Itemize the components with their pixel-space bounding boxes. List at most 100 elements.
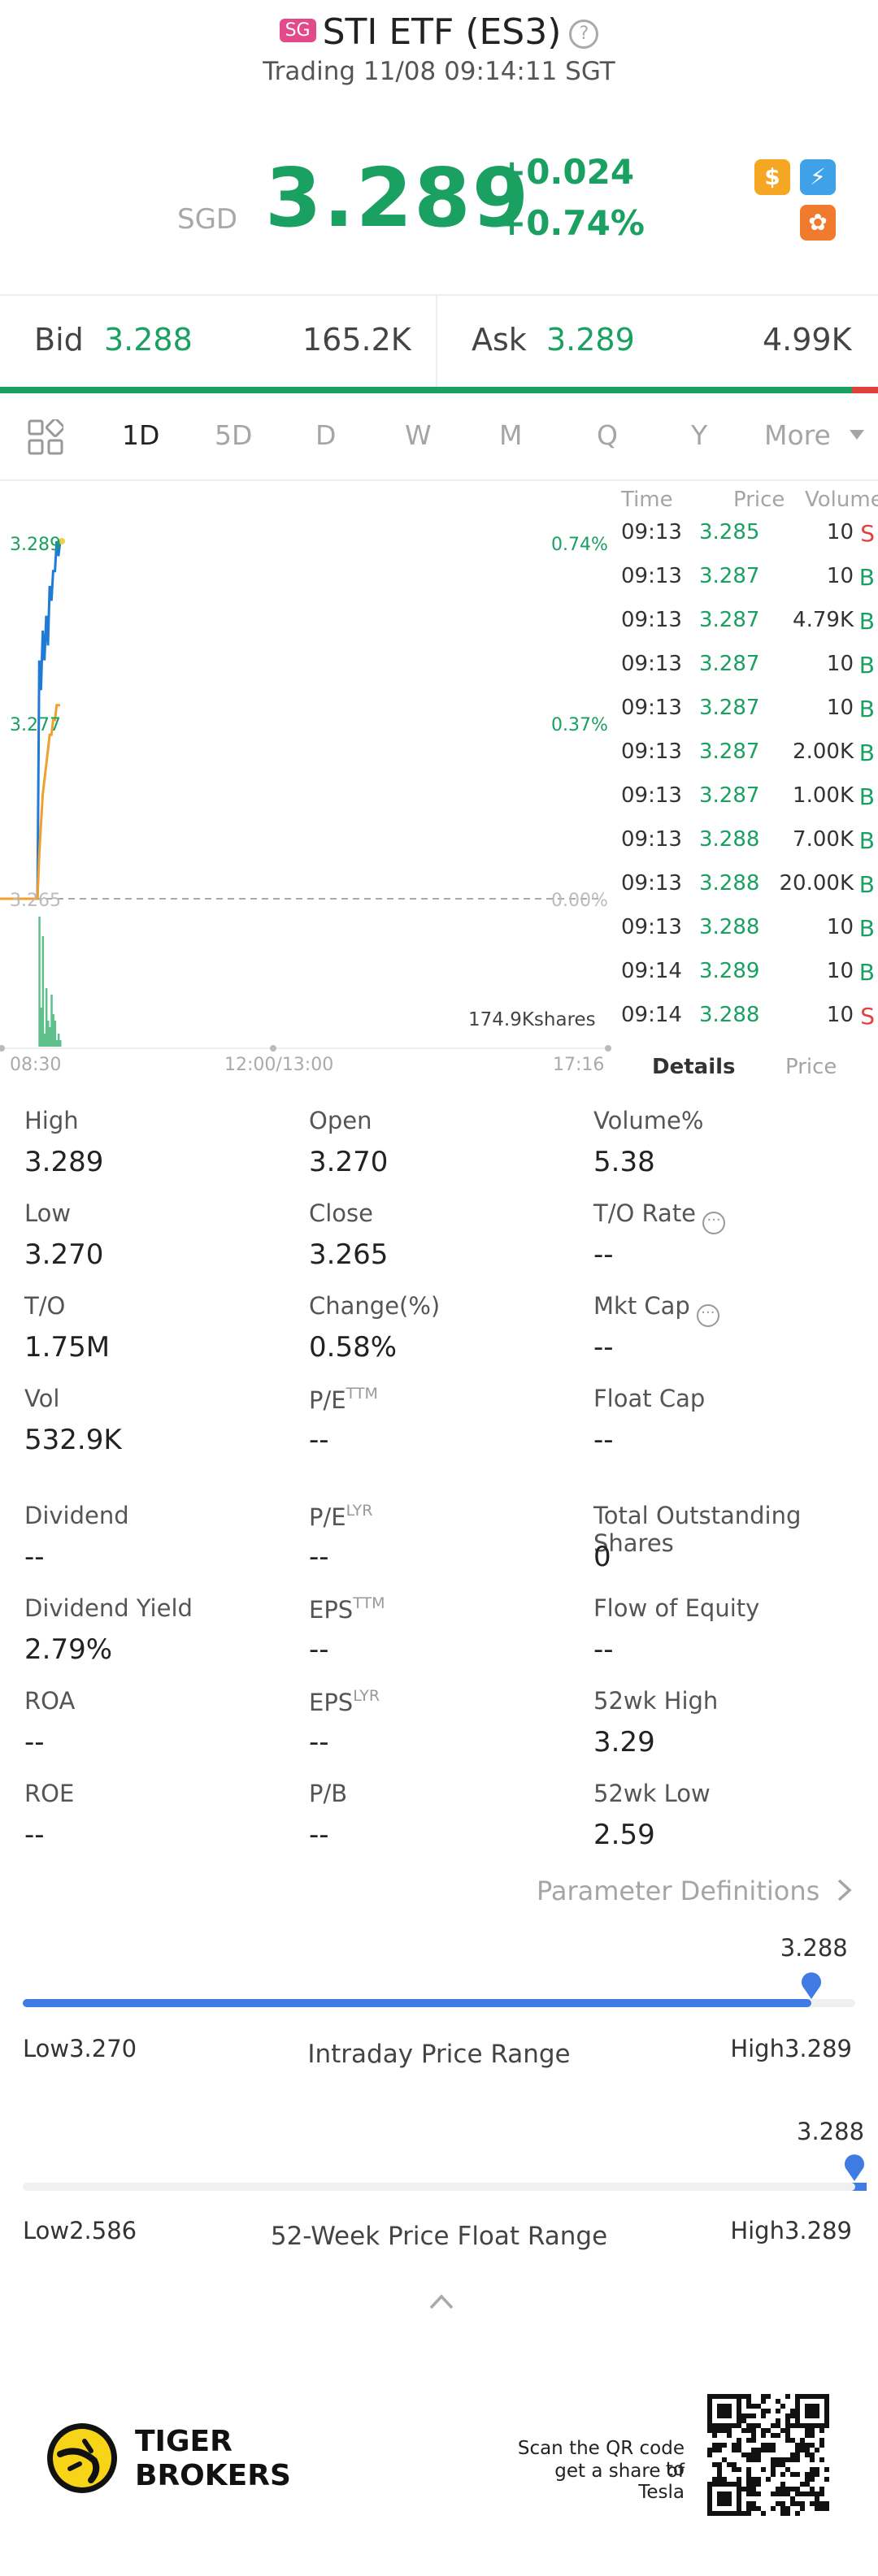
qr-code-icon: [707, 2394, 829, 2516]
week52-low: Low2.586: [23, 2217, 137, 2244]
stat-value: --: [24, 1726, 45, 1759]
trade-volume: 10: [826, 520, 854, 544]
trade-side: S: [860, 520, 875, 547]
stat-value: 2.79%: [24, 1633, 113, 1666]
stat-label: T/O: [24, 1292, 66, 1320]
stat-label: Dividend: [24, 1502, 129, 1529]
stat-label: Total Outstanding Shares: [593, 1502, 802, 1557]
info-icon[interactable]: ···: [696, 1304, 719, 1327]
volume-bar: [38, 917, 41, 1047]
volume-bar: [55, 1040, 59, 1047]
trade-time: 09:13: [621, 652, 682, 676]
stat-label: Open: [309, 1107, 372, 1134]
period-tabs: 1D 5D D W M Q Y More: [0, 395, 878, 481]
stat-value: 3.265: [309, 1238, 389, 1271]
trade-price: 3.287: [699, 739, 760, 764]
trade-row: 09:13 3.287 1.00K B: [611, 783, 878, 827]
volume-bar: [49, 1027, 51, 1047]
stat-value: --: [24, 1819, 45, 1851]
trade-time: 09:13: [621, 783, 682, 808]
change-percent: +0.74%: [498, 203, 645, 243]
stat-value: --: [309, 1633, 329, 1666]
stat-label: P/B: [309, 1780, 348, 1807]
y-right-label: 0.00%: [551, 891, 608, 911]
tab-5d[interactable]: 5D: [215, 419, 253, 451]
caret-down-icon[interactable]: [849, 429, 865, 440]
stat-label: Change(%): [309, 1292, 441, 1320]
tab-w[interactable]: W: [405, 419, 432, 451]
trade-time: 09:13: [621, 564, 682, 588]
tab-details[interactable]: Details: [652, 1055, 736, 1079]
trade-price: 3.288: [699, 915, 760, 939]
stat-value: 0: [593, 1541, 611, 1573]
x-axis-label: 08:30: [10, 1055, 62, 1075]
trade-side: S: [860, 1003, 875, 1030]
stat-value: --: [309, 1424, 329, 1456]
parameter-definitions-link[interactable]: Parameter Definitions: [537, 1876, 854, 1906]
week52-high: High3.289: [730, 2217, 852, 2244]
trade-price: 3.288: [699, 827, 760, 852]
volume-total-label: 174.9Kshares: [468, 1009, 596, 1030]
bid-ratio-fill: [0, 387, 852, 393]
bid-label: Bid: [34, 322, 84, 358]
stat-label: Volume%: [593, 1107, 704, 1134]
tab-1d[interactable]: 1D: [122, 419, 160, 451]
stat-label: Dividend Yield: [24, 1594, 193, 1622]
stat-value: 0.58%: [309, 1331, 398, 1364]
trades-header-time: Time: [621, 488, 673, 512]
tab-price[interactable]: Price: [785, 1055, 837, 1079]
trade-row: 09:13 3.285 10 S: [611, 520, 878, 564]
tab-m[interactable]: M: [499, 419, 523, 451]
bid-size: 165.2K: [302, 322, 411, 358]
trade-price: 3.287: [699, 783, 760, 808]
dollar-badge-icon[interactable]: $: [754, 159, 790, 195]
trade-price: 3.287: [699, 608, 760, 632]
intraday-range-title: Intraday Price Range: [307, 2040, 571, 2069]
stat-label: 52wk High: [593, 1687, 719, 1715]
tab-d[interactable]: D: [315, 419, 337, 451]
week52-current-price: 3.288: [797, 2118, 865, 2145]
trade-time: 09:13: [621, 739, 682, 764]
stat-label: ROE: [24, 1780, 75, 1807]
y-left-label: 3.265: [10, 891, 61, 911]
trade-volume: 7.00K: [793, 827, 854, 852]
tab-q[interactable]: Q: [597, 419, 618, 451]
tiger-logo-icon: [47, 2423, 117, 2493]
volume-bar: [43, 1034, 46, 1047]
trade-ticks[interactable]: Time Price Volume 09:13 3.285 10 S 09:13 3.28…: [611, 483, 878, 1068]
tab-y[interactable]: Y: [691, 419, 708, 451]
detail-tabs: Details Price: [611, 1053, 878, 1086]
week52-range-title: 52-Week Price Float Range: [270, 2222, 608, 2251]
intraday-fill: [23, 1999, 811, 2007]
stat-value: 3.29: [593, 1726, 655, 1759]
intraday-chart[interactable]: 3.289 3.277 3.265 0.74% 0.37% 0.00% 174.…: [0, 483, 611, 1075]
trade-price: 3.287: [699, 696, 760, 720]
info-icon[interactable]: ···: [702, 1212, 726, 1234]
lightning-badge-icon[interactable]: ⚡: [800, 159, 836, 195]
qr-caption-line1: Scan the QR code to: [517, 2438, 685, 2480]
intraday-low: Low3.270: [23, 2035, 137, 2062]
week52-track: [23, 2183, 855, 2191]
trade-time: 09:14: [621, 1003, 682, 1027]
volume-bar: [41, 936, 45, 1047]
chevron-up-icon[interactable]: [428, 2292, 455, 2311]
trade-row: 09:13 3.288 7.00K B: [611, 827, 878, 871]
trade-volume: 20.00K: [779, 871, 854, 896]
stat-value: --: [309, 1726, 329, 1759]
stat-value: 532.9K: [24, 1424, 122, 1456]
trade-side: B: [858, 564, 875, 591]
trade-row: 09:13 3.287 10 B: [611, 696, 878, 739]
y-right-label: 0.37%: [551, 715, 608, 735]
stat-label: P/ETTM: [309, 1385, 378, 1414]
layout-grid-icon[interactable]: [28, 419, 63, 455]
question-circle-icon[interactable]: ?: [569, 20, 599, 49]
brain-badge-icon[interactable]: ✿: [800, 205, 836, 241]
stat-label: Vol: [24, 1385, 60, 1412]
intraday-marker-icon: [801, 1972, 821, 1999]
stat-label: 52wk Low: [593, 1780, 711, 1807]
footer-banner: TIGER BROKERS Scan the QR code to get a …: [0, 2373, 878, 2576]
trade-row: 09:13 3.287 4.79K B: [611, 608, 878, 652]
currency-label: SGD: [177, 203, 238, 236]
tab-more[interactable]: More: [764, 419, 831, 451]
trade-row: 09:13 3.287 2.00K B: [611, 739, 878, 783]
